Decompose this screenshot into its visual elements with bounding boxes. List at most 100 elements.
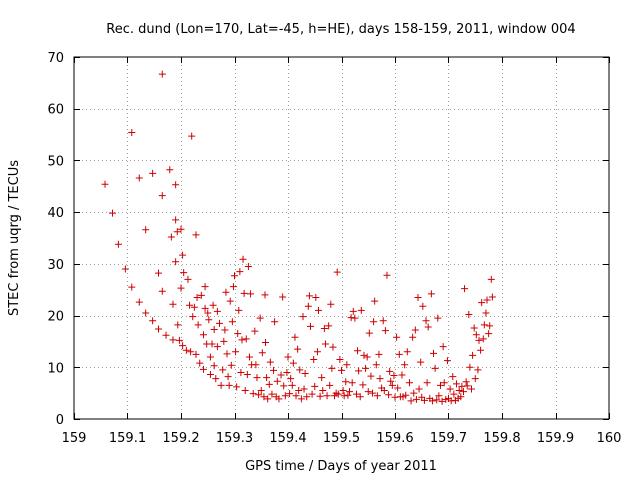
data-point (262, 338, 270, 346)
data-point (447, 397, 455, 405)
data-point (480, 321, 488, 329)
data-point (263, 374, 271, 382)
y-axis-label: STEC from uqrg / TECUs (7, 160, 22, 316)
data-point (268, 390, 276, 398)
data-point (179, 342, 187, 350)
data-point (316, 392, 324, 400)
data-point (101, 180, 109, 188)
data-point (209, 301, 217, 309)
data-point (323, 392, 331, 400)
data-point (352, 390, 360, 398)
data-point (237, 368, 245, 376)
data-point (297, 395, 305, 403)
data-point (162, 331, 170, 339)
data-point (305, 292, 313, 300)
data-point (194, 321, 202, 329)
data-point (238, 336, 246, 344)
data-point (208, 340, 216, 348)
data-point (206, 371, 214, 379)
data-point (149, 169, 157, 177)
data-point (231, 272, 238, 280)
data-point (249, 390, 257, 398)
x-tick-label: 159.7 (430, 431, 467, 446)
x-tick-label: 159.4 (269, 431, 306, 446)
data-point (471, 375, 479, 383)
data-point (114, 240, 122, 248)
x-tick-label: 159.5 (323, 431, 360, 446)
data-point (340, 392, 348, 400)
data-point (223, 350, 231, 358)
data-point (128, 129, 136, 137)
data-point (257, 387, 265, 395)
data-point (438, 397, 446, 405)
data-point (483, 296, 491, 304)
data-point (210, 326, 218, 334)
data-point (327, 300, 335, 308)
data-point (440, 379, 448, 387)
data-point (434, 314, 442, 322)
data-point (412, 395, 420, 403)
data-point (470, 324, 478, 332)
data-point (281, 392, 289, 400)
data-point (175, 336, 183, 344)
data-point (128, 283, 136, 291)
data-point (435, 392, 443, 400)
data-point (468, 385, 476, 393)
data-point (196, 359, 204, 367)
data-point (417, 358, 425, 366)
data-point (427, 290, 435, 298)
data-point (474, 366, 482, 374)
data-point (261, 291, 269, 299)
data-point (348, 379, 356, 387)
data-point (210, 362, 218, 370)
data-point (158, 192, 166, 200)
data-point (182, 346, 190, 354)
data-point (360, 351, 368, 359)
data-point (225, 381, 233, 389)
data-point (359, 381, 367, 389)
data-point (265, 380, 273, 388)
data-point (236, 268, 244, 276)
data-point (109, 209, 117, 217)
data-point (356, 393, 364, 401)
data-point (142, 309, 150, 317)
data-point (193, 293, 201, 301)
data-point (443, 357, 451, 365)
data-point (142, 226, 150, 234)
data-point (287, 375, 295, 383)
x-tick-label: 160 (597, 431, 622, 446)
data-point (301, 369, 309, 377)
chart-title: Rec. dund (Lon=170, Lat=-45, h=HE), days… (106, 22, 575, 37)
data-point (187, 348, 195, 356)
data-point (388, 381, 396, 389)
data-point (407, 397, 415, 405)
data-point (279, 293, 287, 301)
data-point (410, 389, 418, 397)
data-point (291, 333, 299, 341)
data-point (300, 385, 308, 393)
data-point (403, 348, 411, 356)
data-point (314, 306, 322, 314)
data-point (390, 372, 398, 380)
data-point (241, 387, 249, 395)
data-point (174, 321, 182, 329)
data-point (303, 393, 311, 401)
data-point (190, 303, 198, 311)
data-point (344, 391, 352, 399)
data-point (172, 181, 180, 189)
data-point (308, 390, 316, 398)
data-point (462, 378, 470, 386)
data-point (488, 293, 496, 301)
data-point (212, 375, 220, 383)
data-point (431, 364, 439, 372)
y-tick-label: 0 (56, 413, 64, 428)
y-tick-label: 40 (47, 206, 64, 221)
data-point (414, 293, 422, 301)
data-point (402, 391, 410, 399)
data-point (172, 258, 180, 266)
grid-lines (74, 57, 609, 419)
data-point (420, 396, 428, 404)
data-point (173, 228, 181, 236)
data-point (351, 314, 359, 322)
data-point (385, 391, 393, 399)
